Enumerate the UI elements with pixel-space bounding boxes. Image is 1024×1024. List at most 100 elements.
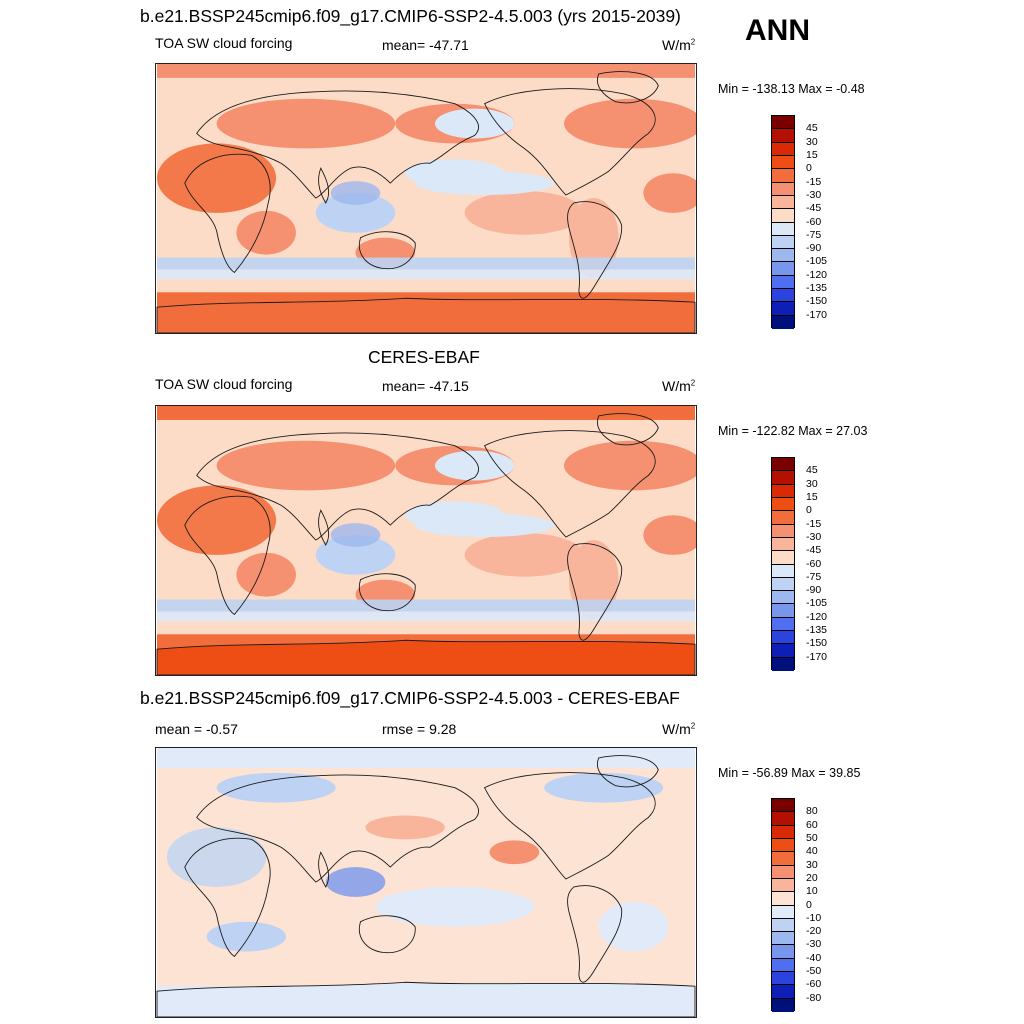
colorbar-swatch	[772, 182, 794, 196]
panel1-units-text: W/m	[662, 37, 691, 53]
colorbar-swatch	[772, 249, 794, 263]
panel2-colorbar	[771, 457, 795, 671]
colorbar-swatch	[772, 262, 794, 276]
panel3-units: W/m2	[662, 721, 695, 737]
panel3-minmax: Min = -56.89 Max = 39.85	[718, 766, 861, 780]
panel1-map	[155, 63, 697, 334]
panel1-variable: TOA SW cloud forcing	[155, 35, 293, 51]
colorbar-swatch	[772, 222, 794, 236]
colorbar-swatch	[772, 812, 794, 826]
colorbar-swatch	[772, 116, 794, 130]
colorbar-tick-label: -80	[806, 991, 822, 1004]
colorbar-swatch	[772, 865, 794, 879]
colorbar-tick-label: -105	[806, 255, 828, 268]
panel2-variable: TOA SW cloud forcing	[155, 376, 293, 392]
colorbar-tick-label: 30	[806, 858, 818, 871]
panel2-units: W/m2	[662, 378, 695, 394]
colorbar-tick-label: 80	[806, 805, 818, 818]
colorbar-swatch	[772, 905, 794, 919]
colorbar-tick-label: -120	[806, 268, 828, 281]
colorbar-tick-label: -90	[806, 242, 822, 255]
colorbar-swatch	[772, 537, 794, 552]
colorbar-swatch	[772, 577, 794, 592]
world-map-field	[156, 406, 696, 675]
panel3-map	[155, 747, 697, 1018]
colorbar-swatch	[772, 551, 794, 565]
colorbar-tick-label: 45	[806, 464, 818, 477]
colorbar-tick-label: -75	[806, 228, 822, 241]
colorbar-swatch	[772, 878, 794, 893]
colorbar-tick-label: 15	[806, 490, 818, 503]
colorbar-tick-label: 30	[806, 135, 818, 148]
colorbar-tick-label: 0	[806, 504, 812, 517]
colorbar-swatch	[772, 471, 794, 485]
colorbar-swatch	[772, 985, 794, 999]
colorbar-swatch	[772, 932, 794, 946]
colorbar-swatch	[772, 918, 794, 933]
colorbar-swatch	[772, 591, 794, 605]
colorbar-tick-label: -120	[806, 610, 828, 623]
panel1-units: W/m2	[662, 37, 695, 53]
colorbar-tick-label: -30	[806, 530, 822, 543]
panel2-title: CERES-EBAF	[368, 347, 480, 367]
colorbar-swatch	[772, 524, 794, 538]
colorbar-tick-label: -150	[806, 295, 828, 308]
colorbar-swatch	[772, 484, 794, 498]
panel1-title: b.e21.BSSP245cmip6.f09_g17.CMIP6-SSP2-4.…	[140, 6, 681, 26]
panel1-minmax: Min = -138.13 Max = -0.48	[718, 82, 865, 96]
colorbar-swatch	[772, 604, 794, 618]
colorbar-swatch	[772, 195, 794, 210]
colorbar-swatch	[772, 838, 794, 853]
colorbar-swatch	[772, 998, 794, 1012]
colorbar-tick-label: 15	[806, 148, 818, 161]
colorbar-tick-label: -135	[806, 624, 828, 637]
colorbar-swatch	[772, 644, 794, 658]
panel1-colorbar	[771, 115, 795, 329]
colorbar-swatch	[772, 892, 794, 906]
panel2-mean: mean= -47.15	[382, 378, 469, 394]
colorbar-tick-label: -170	[806, 308, 828, 321]
colorbar-swatch	[772, 617, 794, 632]
colorbar-tick-label: -45	[806, 202, 822, 215]
panel1-mean: mean= -47.71	[382, 37, 469, 53]
colorbar-tick-label: -15	[806, 175, 822, 188]
colorbar-tick-label: -15	[806, 517, 822, 530]
colorbar-swatch	[772, 945, 794, 959]
colorbar-tick-label: 40	[806, 845, 818, 858]
colorbar-swatch	[772, 289, 794, 303]
colorbar-tick-label: -75	[806, 570, 822, 583]
world-map-field	[156, 64, 696, 333]
colorbar-swatch	[772, 631, 794, 645]
colorbar-swatch	[772, 825, 794, 839]
colorbar-swatch	[772, 458, 794, 472]
colorbar-tick-label: -50	[806, 965, 822, 978]
colorbar-swatch	[772, 169, 794, 183]
panel3-units-sup: 2	[690, 721, 696, 731]
colorbar-tick-label: -105	[806, 597, 828, 610]
colorbar-swatch	[772, 799, 794, 813]
panel2-units-sup: 2	[690, 378, 696, 388]
colorbar-tick-label: -60	[806, 557, 822, 570]
colorbar-swatch	[772, 142, 794, 156]
colorbar-swatch	[772, 497, 794, 512]
colorbar-tick-label: -135	[806, 282, 828, 295]
panel3-units-text: W/m	[662, 721, 691, 737]
colorbar-tick-label: -30	[806, 938, 822, 951]
colorbar-tick-label: -60	[806, 978, 822, 991]
panel2-minmax: Min = -122.82 Max = 27.03	[718, 424, 868, 438]
colorbar-tick-label: -170	[806, 650, 828, 663]
colorbar-swatch	[772, 235, 794, 250]
colorbar-tick-label: 20	[806, 871, 818, 884]
colorbar-tick-label: 30	[806, 477, 818, 490]
panel1-units-sup: 2	[690, 37, 696, 47]
colorbar-tick-label: 10	[806, 885, 818, 898]
colorbar-swatch	[772, 209, 794, 223]
panel2-units-text: W/m	[662, 378, 691, 394]
colorbar-swatch	[772, 302, 794, 316]
colorbar-swatch	[772, 275, 794, 290]
colorbar-swatch	[772, 657, 794, 671]
colorbar-swatch	[772, 155, 794, 170]
colorbar-tick-label: -60	[806, 215, 822, 228]
colorbar-tick-label: -20	[806, 925, 822, 938]
panel3-colorbar	[771, 798, 795, 1012]
